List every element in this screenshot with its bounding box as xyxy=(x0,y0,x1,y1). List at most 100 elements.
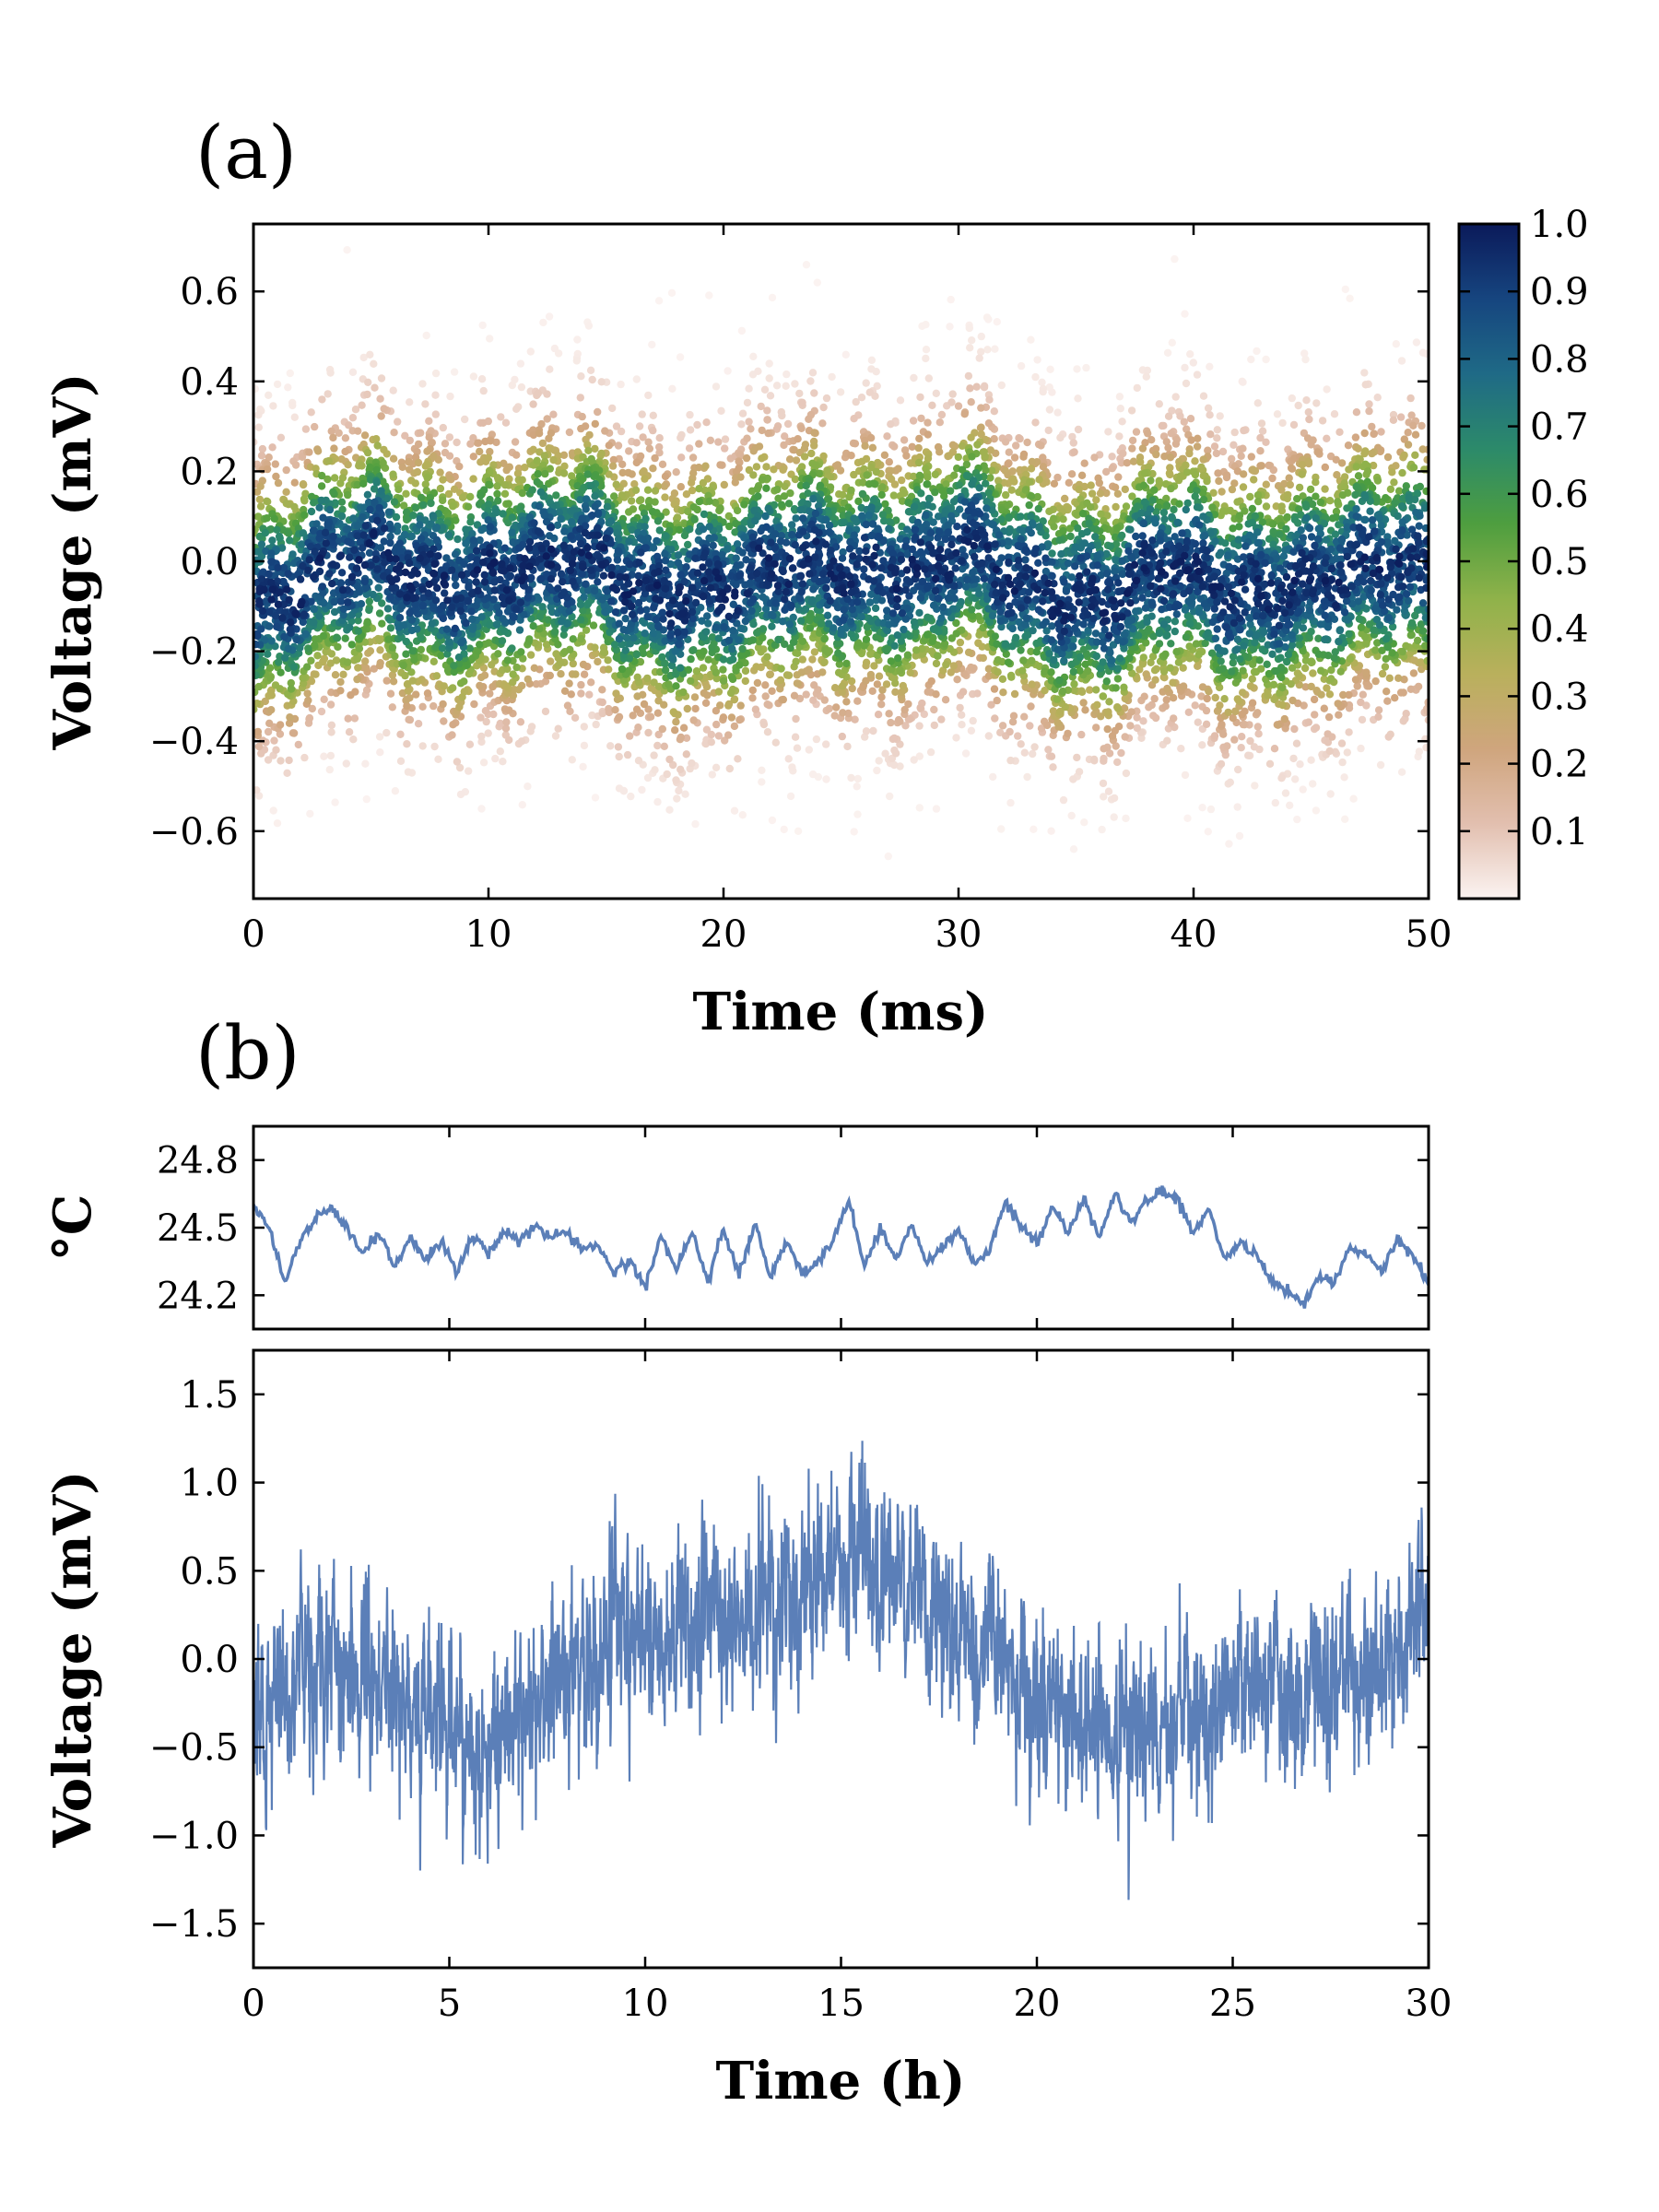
scatter-point xyxy=(503,682,512,690)
scatter-point xyxy=(349,735,358,744)
scatter-point xyxy=(956,638,965,647)
scatter-point xyxy=(478,321,487,330)
scatter-point xyxy=(667,288,677,297)
scatter-point xyxy=(969,716,977,725)
scatter-point xyxy=(700,688,708,698)
scatter-point xyxy=(651,453,659,463)
scatter-point xyxy=(1194,434,1202,442)
scatter-point xyxy=(1349,794,1358,803)
scatter-point xyxy=(1337,739,1347,747)
scatter-point xyxy=(375,609,384,618)
scatter-point xyxy=(947,668,956,677)
scatter-point xyxy=(501,418,511,427)
scatter-point xyxy=(861,441,869,450)
scatter-point xyxy=(1133,383,1142,393)
scatter-point xyxy=(1033,356,1041,364)
scatter-point xyxy=(1114,473,1123,481)
scatter-point xyxy=(635,422,644,430)
scatter-point xyxy=(712,763,721,771)
scatter-point xyxy=(546,365,554,373)
scatter-point xyxy=(1006,756,1015,765)
scatter-point xyxy=(477,375,487,383)
scatter-point xyxy=(402,508,411,516)
scatter-point xyxy=(776,676,785,684)
scatter-point xyxy=(1155,640,1164,648)
scatter-point xyxy=(761,681,770,689)
scatter-point xyxy=(1114,723,1124,731)
scatter-point xyxy=(1092,686,1100,694)
scatter-point xyxy=(344,490,352,500)
scatter-point xyxy=(720,480,728,489)
scatter-point xyxy=(1396,413,1406,421)
scatter-point xyxy=(991,632,1000,641)
scatter-point xyxy=(894,465,902,473)
scatter-point xyxy=(1132,428,1141,436)
scatter-point xyxy=(363,618,371,626)
scatter-point xyxy=(354,427,362,435)
scatter-point xyxy=(545,312,554,321)
scatter-point xyxy=(655,449,664,457)
scatter-point xyxy=(606,742,615,750)
scatter-point xyxy=(470,700,478,709)
scatter-point xyxy=(1181,363,1189,372)
scatter-point xyxy=(749,620,758,629)
scatter-point xyxy=(1300,701,1308,710)
scatter-point xyxy=(1175,500,1183,508)
scatter-point xyxy=(778,411,786,420)
scatter-point xyxy=(565,428,574,437)
scatter-point xyxy=(977,347,985,356)
scatter-point xyxy=(1096,489,1105,498)
scatter-point xyxy=(872,368,880,376)
scatter-point xyxy=(455,763,465,772)
scatter-point xyxy=(518,801,526,809)
scatter-point xyxy=(586,366,595,374)
scatter-point xyxy=(958,711,966,719)
scatter-point xyxy=(1185,619,1194,629)
scatter-point xyxy=(597,378,606,386)
scatter-point xyxy=(682,750,690,759)
scatter-point xyxy=(1186,415,1195,423)
scatter-point xyxy=(735,661,744,669)
scatter-point xyxy=(1162,438,1171,446)
scatter-point xyxy=(418,702,427,711)
scatter-point xyxy=(509,670,517,678)
scatter-point xyxy=(712,382,721,391)
scatter-point xyxy=(847,677,856,686)
scatter-point xyxy=(1059,515,1067,524)
scatter-point xyxy=(779,465,787,474)
scatter-point xyxy=(734,755,742,763)
scatter-point xyxy=(798,398,806,406)
scatter-point xyxy=(404,687,412,695)
scatter-point xyxy=(1281,789,1290,797)
scatter-point xyxy=(401,431,409,440)
scatter-point xyxy=(601,427,609,435)
scatter-point xyxy=(1080,459,1088,467)
scatter-point xyxy=(1263,660,1271,668)
scatter-point xyxy=(1333,471,1341,479)
scatter-point xyxy=(984,732,994,740)
scatter-point xyxy=(1019,656,1028,665)
scatter-point xyxy=(844,709,853,718)
scatter-point xyxy=(1318,417,1327,425)
scatter-point xyxy=(906,714,914,724)
scatter-point xyxy=(610,492,618,500)
scatter-point xyxy=(288,401,297,410)
scatter-point xyxy=(1028,680,1036,688)
scatter-point xyxy=(916,703,924,712)
scatter-point xyxy=(491,754,500,763)
scatter-point xyxy=(716,461,724,469)
scatter-point xyxy=(727,713,736,722)
scatter-point xyxy=(695,440,703,448)
scatter-point xyxy=(979,653,988,663)
scatter-point xyxy=(1376,760,1385,770)
scatter-point xyxy=(685,444,694,453)
scatter-point xyxy=(1020,712,1029,721)
scatter-point xyxy=(896,665,904,675)
scatter-point xyxy=(983,346,992,354)
scatter-point xyxy=(808,770,818,779)
scatter-point xyxy=(810,681,818,689)
scatter-point xyxy=(661,493,669,501)
scatter-point xyxy=(363,448,372,457)
scatter-point xyxy=(954,453,963,462)
scatter-point xyxy=(599,648,608,656)
